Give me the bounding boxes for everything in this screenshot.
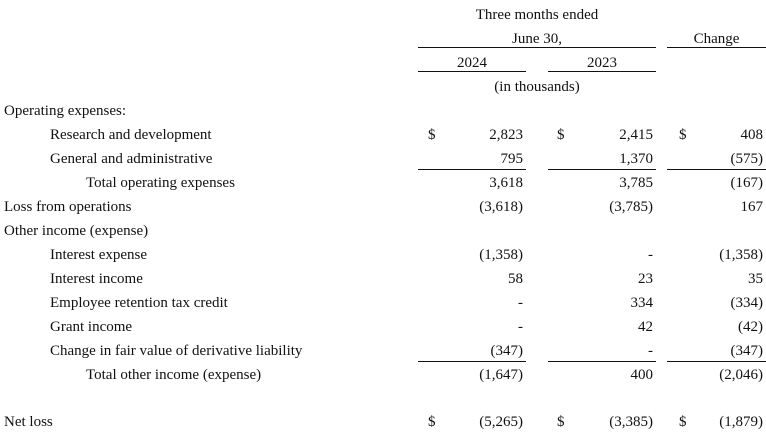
row-label-total-other-income-expense: Total other income (expense) [86, 367, 262, 383]
value-2024: (1,358) [479, 247, 523, 263]
row-label-operating-expenses: Operating expenses: [4, 103, 127, 119]
row-label-interest-expense: Interest expense [50, 247, 148, 263]
header-rule-period [418, 47, 656, 48]
row-label-research-development: Research and development [50, 127, 212, 143]
value-2024: 2,823 [489, 127, 523, 143]
value-change: (2,046) [719, 367, 763, 383]
value-2023: 2,415 [619, 127, 653, 143]
value-2024: 58 [508, 271, 523, 287]
row-label-employee-retention-tax-credit: Employee retention tax credit [50, 295, 228, 311]
value-2024: (5,265) [479, 414, 523, 430]
value-2024: (347) [490, 343, 524, 359]
subtotal-rule-2023 [548, 169, 656, 170]
value-2024: - [518, 319, 523, 335]
value-2023: 3,785 [619, 175, 653, 191]
value-2023: - [648, 247, 653, 263]
value-change: 167 [740, 199, 764, 215]
value-change: (1,358) [719, 247, 763, 263]
value-change: 35 [748, 271, 763, 287]
value-2024: (3,618) [479, 199, 523, 215]
row-label-net-loss: Net loss [4, 414, 53, 430]
subtotal-rule-2024 [418, 361, 526, 362]
row-label-total-operating-expenses: Total operating expenses [86, 175, 235, 191]
currency-symbol-change: $ [679, 414, 687, 430]
subtotal-rule-2023 [548, 361, 656, 362]
currency-symbol-2023: $ [557, 414, 565, 430]
value-2023: 1,370 [619, 151, 653, 167]
subtotal-rule-change [667, 169, 766, 170]
change-header: Change [693, 31, 740, 47]
header-rule-change [667, 47, 766, 48]
value-2024: 3,618 [489, 175, 523, 191]
subtotal-rule-change [667, 361, 766, 362]
year-2024-header: 2024 [457, 55, 487, 71]
period-header-line1: Three months ended [475, 7, 599, 23]
period-header-line2: June 30, [512, 31, 562, 47]
value-change: (347) [730, 343, 764, 359]
value-2023: 42 [638, 319, 653, 335]
value-2023: 23 [638, 271, 653, 287]
value-2024: 795 [500, 151, 524, 167]
currency-symbol-2023: $ [557, 127, 565, 143]
value-change: (334) [730, 295, 764, 311]
value-2023: - [648, 343, 653, 359]
currency-symbol-change: $ [679, 127, 687, 143]
value-2023: (3,785) [609, 199, 653, 215]
value-change: (167) [730, 175, 764, 191]
value-change: (42) [738, 319, 763, 335]
value-change: (575) [730, 151, 764, 167]
value-change: (1,879) [719, 414, 763, 430]
value-2023: 334 [630, 295, 654, 311]
value-2024: - [518, 295, 523, 311]
value-2023: 400 [630, 367, 654, 383]
row-label-change-fair-value-derivative: Change in fair value of derivative liabi… [50, 343, 303, 359]
header-rule-2024 [418, 71, 526, 72]
currency-symbol-2024: $ [428, 414, 436, 430]
row-label-grant-income: Grant income [50, 319, 133, 335]
units-note: (in thousands) [494, 79, 580, 95]
row-label-general-administrative: General and administrative [50, 151, 213, 167]
value-2024: (1,647) [479, 367, 523, 383]
value-2023: (3,385) [609, 414, 653, 430]
row-label-loss-from-operations: Loss from operations [4, 199, 132, 215]
header-rule-2023 [548, 71, 656, 72]
currency-symbol-2024: $ [428, 127, 436, 143]
year-2023-header: 2023 [587, 55, 617, 71]
value-change: 408 [740, 127, 764, 143]
row-label-other-income-expense: Other income (expense) [4, 223, 149, 239]
subtotal-rule-2024 [418, 169, 526, 170]
row-label-interest-income: Interest income [50, 271, 143, 287]
